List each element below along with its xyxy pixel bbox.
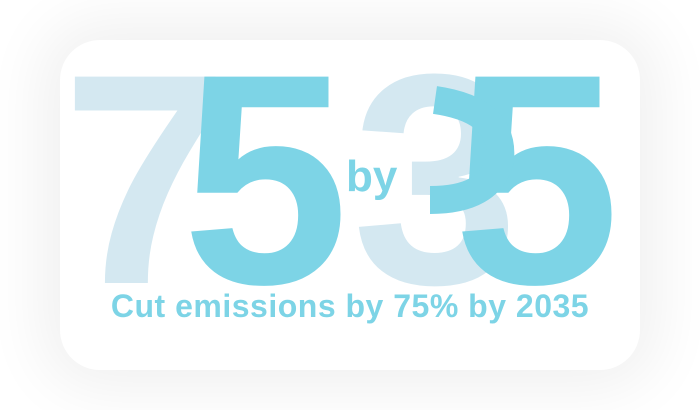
logo-word-by: by [346, 152, 398, 201]
tagline: Cut emissions by 75% by 2035 [110, 288, 590, 324]
logo-digit-7: 7 [62, 11, 229, 347]
logo-accent-stroke [429, 86, 515, 214]
logo-digit-5-first: 5 [182, 11, 349, 347]
